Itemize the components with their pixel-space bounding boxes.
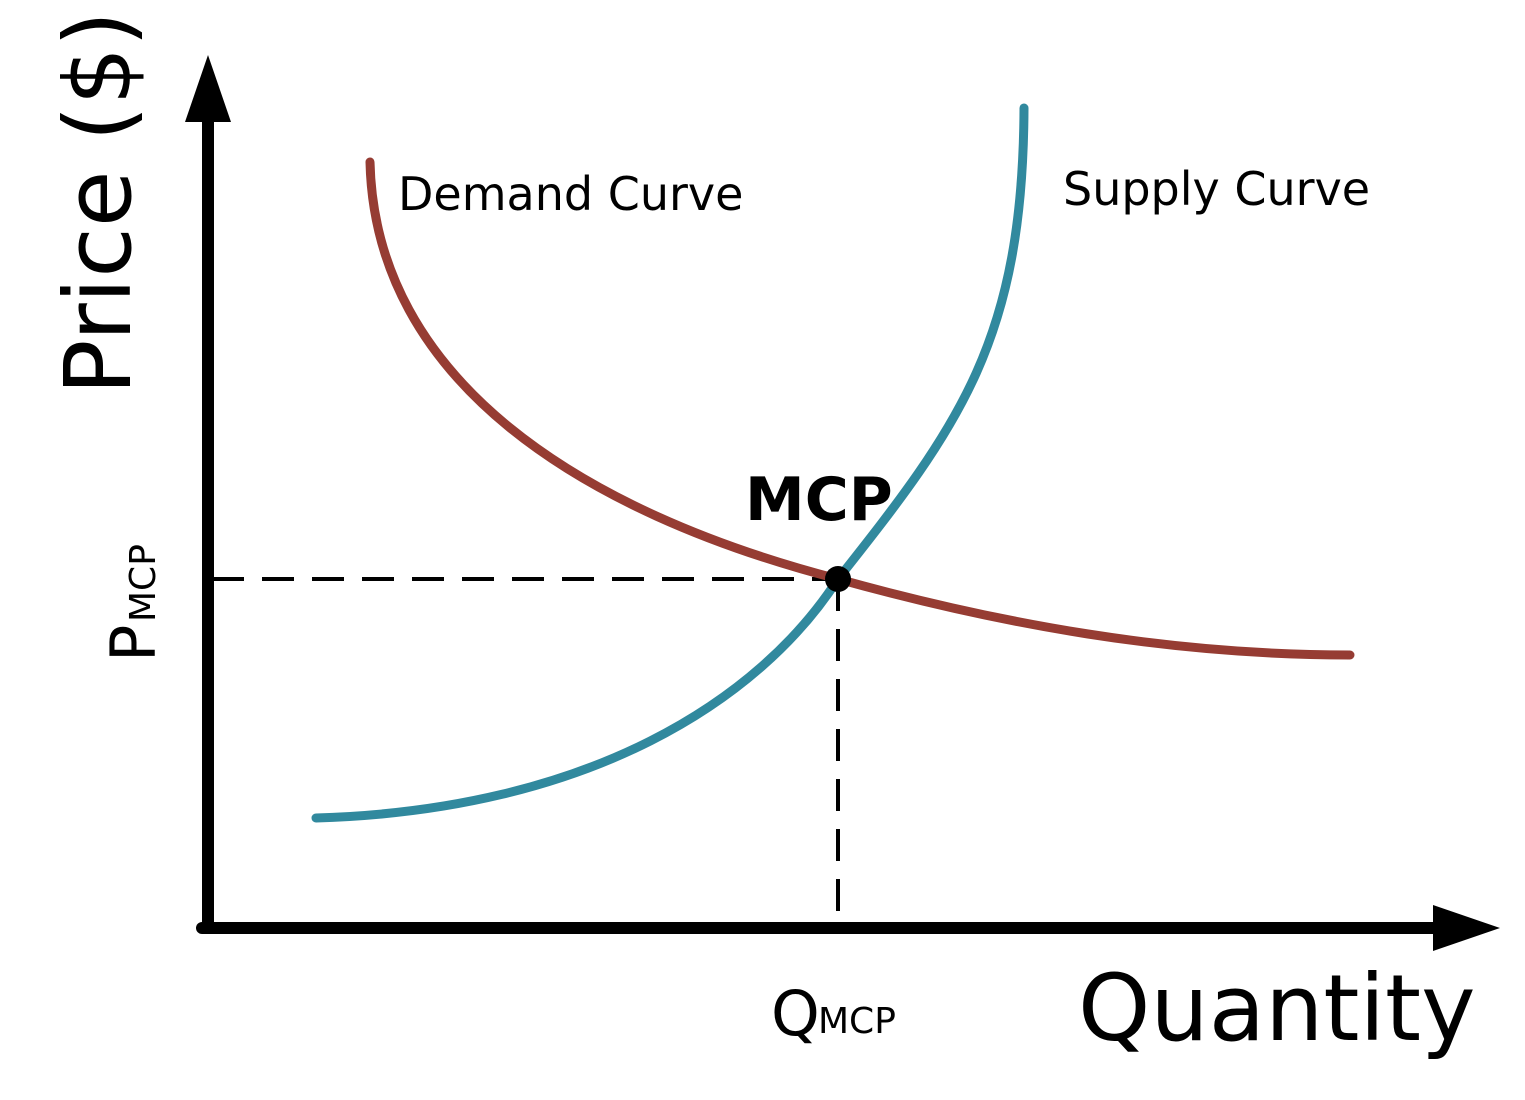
y-axis-arrowhead (185, 55, 231, 122)
quantity-mcp-main: Q (771, 977, 820, 1050)
y-axis-title: Price ($) (45, 11, 152, 395)
demand-curve (365, 157, 1355, 660)
price-mcp-main: P (97, 625, 170, 662)
quantity-mcp-sub: MCP (818, 1001, 896, 1042)
equilibrium-point (825, 566, 851, 592)
equilibrium-guides (212, 577, 840, 922)
demand-curve-label: Demand Curve (398, 167, 743, 221)
quantity-mcp-label: Q MCP (771, 977, 896, 1050)
x-axis-arrowhead (1433, 905, 1500, 951)
equilibrium-label: MCP (745, 465, 893, 535)
axes (185, 55, 1500, 951)
x-axis-title: Quantity (1078, 955, 1476, 1062)
supply-curve-label: Supply Curve (1063, 162, 1370, 216)
price-mcp-label: P MCP (97, 544, 170, 662)
price-mcp-sub: MCP (123, 544, 164, 622)
